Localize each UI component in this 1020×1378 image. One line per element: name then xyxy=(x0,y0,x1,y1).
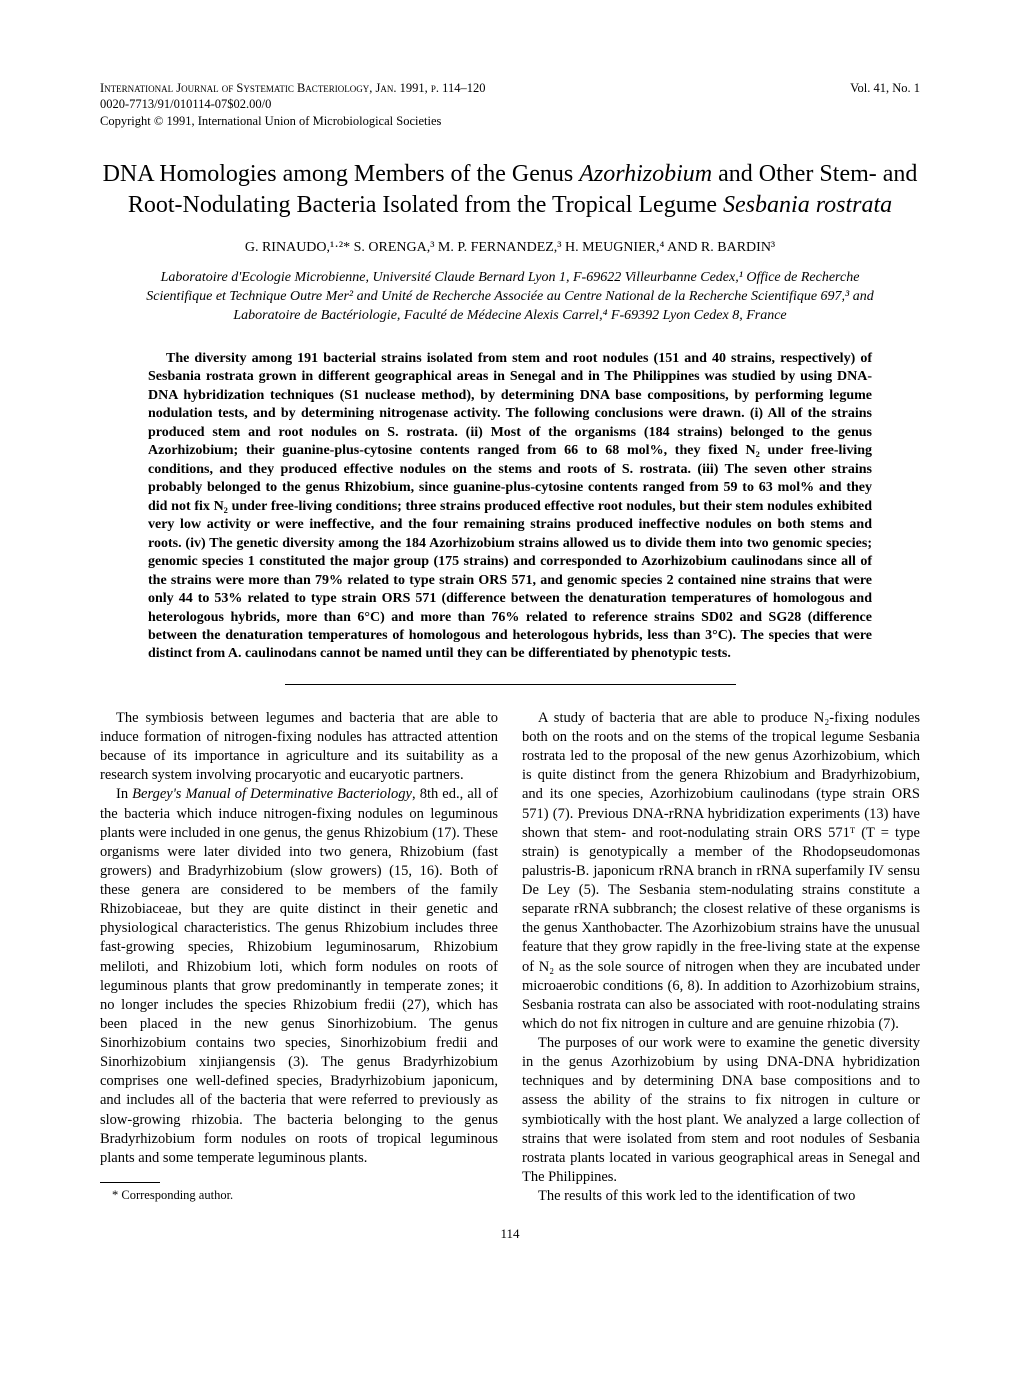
corresponding-author-footnote: * Corresponding author. xyxy=(100,1187,498,1204)
section-divider xyxy=(285,684,736,685)
article-title: DNA Homologies among Members of the Genu… xyxy=(100,159,920,221)
journal-line: International Journal of Systematic Bact… xyxy=(100,81,485,95)
body-columns: The symbiosis between legumes and bacter… xyxy=(100,709,920,1206)
copyright-line: Copyright © 1991, International Union of… xyxy=(100,114,441,128)
header-right: Vol. 41, No. 1 xyxy=(850,80,920,129)
body-paragraph: The results of this work led to the iden… xyxy=(522,1187,920,1206)
affiliations: Laboratoire d'Ecologie Microbienne, Univ… xyxy=(130,269,890,326)
page-number: 114 xyxy=(100,1226,920,1243)
footnote-divider xyxy=(100,1182,160,1183)
body-paragraph: A study of bacteria that are able to pro… xyxy=(522,709,920,1034)
header-left: International Journal of Systematic Bact… xyxy=(100,80,850,129)
code-line: 0020-7713/91/010114-07$02.00/0 xyxy=(100,97,271,111)
volume-issue: Vol. 41, No. 1 xyxy=(850,81,920,95)
page-header: International Journal of Systematic Bact… xyxy=(100,80,920,129)
author-list: G. RINAUDO,¹·²* S. ORENGA,³ M. P. FERNAN… xyxy=(100,239,920,257)
body-paragraph: The purposes of our work were to examine… xyxy=(522,1034,920,1187)
body-paragraph: The symbiosis between legumes and bacter… xyxy=(100,709,498,786)
body-paragraph: In Bergey's Manual of Determinative Bact… xyxy=(100,785,498,1168)
abstract: The diversity among 191 bacterial strain… xyxy=(148,350,872,664)
